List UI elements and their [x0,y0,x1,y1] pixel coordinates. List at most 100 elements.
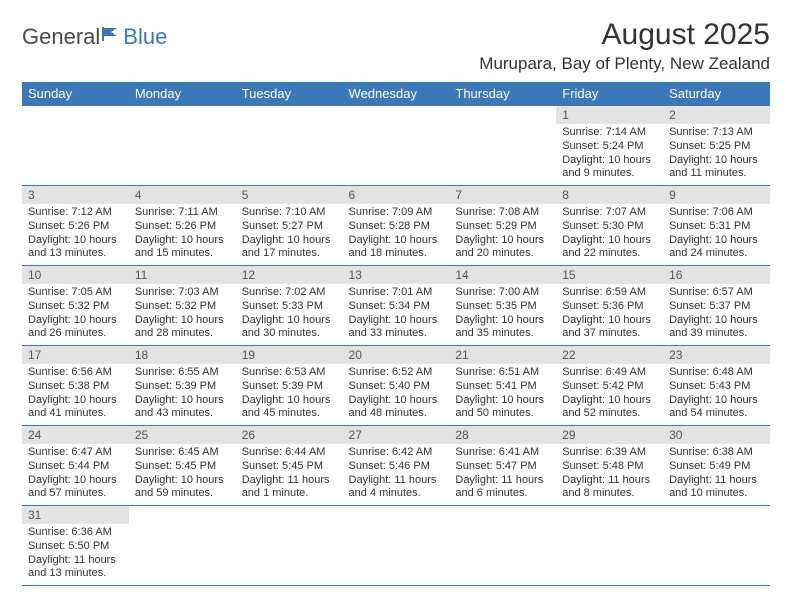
day-details: Sunrise: 6:52 AMSunset: 5:40 PMDaylight:… [343,364,450,425]
daylight-text: Daylight: 10 hours and 50 minutes. [455,394,550,422]
sunrise-text: Sunrise: 7:13 AM [669,126,764,140]
sunset-text: Sunset: 5:35 PM [455,300,550,314]
sunset-text: Sunset: 5:39 PM [242,380,337,394]
daylight-text: Daylight: 10 hours and 28 minutes. [135,314,230,342]
daylight-text: Daylight: 10 hours and 22 minutes. [562,234,657,262]
sunset-text: Sunset: 5:36 PM [562,300,657,314]
weekday-header: Saturday [663,82,770,106]
day-details: Sunrise: 7:06 AMSunset: 5:31 PMDaylight:… [663,204,770,265]
day-number: 6 [343,186,450,204]
logo-text-part1: General [22,24,100,50]
day-number: 26 [236,426,343,444]
sunset-text: Sunset: 5:39 PM [135,380,230,394]
sunset-text: Sunset: 5:48 PM [562,460,657,474]
sunrise-text: Sunrise: 6:48 AM [669,366,764,380]
sunset-text: Sunset: 5:40 PM [349,380,444,394]
sunrise-text: Sunrise: 6:47 AM [28,446,123,460]
daylight-text: Daylight: 11 hours and 6 minutes. [455,474,550,502]
calendar-empty-cell [556,506,663,586]
day-details: Sunrise: 7:00 AMSunset: 5:35 PMDaylight:… [449,284,556,345]
calendar-day-cell: 13Sunrise: 7:01 AMSunset: 5:34 PMDayligh… [343,266,450,346]
daylight-text: Daylight: 11 hours and 10 minutes. [669,474,764,502]
day-number: 22 [556,346,663,364]
day-details: Sunrise: 7:13 AMSunset: 5:25 PMDaylight:… [663,124,770,185]
sunrise-text: Sunrise: 6:39 AM [562,446,657,460]
day-details: Sunrise: 6:38 AMSunset: 5:49 PMDaylight:… [663,444,770,505]
calendar-empty-cell [236,506,343,586]
day-number: 5 [236,186,343,204]
calendar-day-cell: 18Sunrise: 6:55 AMSunset: 5:39 PMDayligh… [129,346,236,426]
daylight-text: Daylight: 10 hours and 37 minutes. [562,314,657,342]
calendar-day-cell: 9Sunrise: 7:06 AMSunset: 5:31 PMDaylight… [663,186,770,266]
daylight-text: Daylight: 10 hours and 13 minutes. [28,234,123,262]
day-details: Sunrise: 6:48 AMSunset: 5:43 PMDaylight:… [663,364,770,425]
day-number: 11 [129,266,236,284]
header: General Blue August 2025 Murupara, Bay o… [22,18,770,74]
calendar-day-cell: 24Sunrise: 6:47 AMSunset: 5:44 PMDayligh… [22,426,129,506]
sunrise-text: Sunrise: 6:59 AM [562,286,657,300]
calendar-page: { "logo": {"part1": "General", "part2": … [0,0,792,596]
weekday-header: Thursday [449,82,556,106]
day-number: 18 [129,346,236,364]
day-details: Sunrise: 7:01 AMSunset: 5:34 PMDaylight:… [343,284,450,345]
sunrise-text: Sunrise: 7:07 AM [562,206,657,220]
sunrise-text: Sunrise: 6:42 AM [349,446,444,460]
day-number: 20 [343,346,450,364]
calendar-day-cell: 17Sunrise: 6:56 AMSunset: 5:38 PMDayligh… [22,346,129,426]
calendar-day-cell: 5Sunrise: 7:10 AMSunset: 5:27 PMDaylight… [236,186,343,266]
calendar-week-row: 10Sunrise: 7:05 AMSunset: 5:32 PMDayligh… [22,266,770,346]
day-number: 14 [449,266,556,284]
sunrise-text: Sunrise: 6:36 AM [28,526,123,540]
day-details: Sunrise: 6:55 AMSunset: 5:39 PMDaylight:… [129,364,236,425]
calendar-day-cell: 16Sunrise: 6:57 AMSunset: 5:37 PMDayligh… [663,266,770,346]
calendar-week-row: 1Sunrise: 7:14 AMSunset: 5:24 PMDaylight… [22,106,770,186]
weekday-header: Monday [129,82,236,106]
sunset-text: Sunset: 5:41 PM [455,380,550,394]
daylight-text: Daylight: 11 hours and 13 minutes. [28,554,123,582]
calendar-day-cell: 19Sunrise: 6:53 AMSunset: 5:39 PMDayligh… [236,346,343,426]
calendar-empty-cell [343,106,450,186]
calendar-empty-cell [449,506,556,586]
day-number: 12 [236,266,343,284]
month-title: August 2025 [479,18,770,52]
day-number: 23 [663,346,770,364]
day-details: Sunrise: 7:07 AMSunset: 5:30 PMDaylight:… [556,204,663,265]
calendar-day-cell: 7Sunrise: 7:08 AMSunset: 5:29 PMDaylight… [449,186,556,266]
calendar-day-cell: 29Sunrise: 6:39 AMSunset: 5:48 PMDayligh… [556,426,663,506]
weekday-header: Friday [556,82,663,106]
day-details: Sunrise: 7:12 AMSunset: 5:26 PMDaylight:… [22,204,129,265]
calendar-day-cell: 22Sunrise: 6:49 AMSunset: 5:42 PMDayligh… [556,346,663,426]
title-block: August 2025 Murupara, Bay of Plenty, New… [479,18,770,74]
sunset-text: Sunset: 5:45 PM [242,460,337,474]
sunset-text: Sunset: 5:30 PM [562,220,657,234]
sunrise-text: Sunrise: 6:56 AM [28,366,123,380]
day-number: 25 [129,426,236,444]
calendar-day-cell: 4Sunrise: 7:11 AMSunset: 5:26 PMDaylight… [129,186,236,266]
sunrise-text: Sunrise: 6:57 AM [669,286,764,300]
sunset-text: Sunset: 5:43 PM [669,380,764,394]
calendar-day-cell: 31Sunrise: 6:36 AMSunset: 5:50 PMDayligh… [22,506,129,586]
logo: General Blue [22,24,167,50]
day-number: 2 [663,106,770,124]
day-details: Sunrise: 6:36 AMSunset: 5:50 PMDaylight:… [22,524,129,585]
sunset-text: Sunset: 5:29 PM [455,220,550,234]
sunset-text: Sunset: 5:27 PM [242,220,337,234]
sunrise-text: Sunrise: 7:06 AM [669,206,764,220]
daylight-text: Daylight: 10 hours and 15 minutes. [135,234,230,262]
sunset-text: Sunset: 5:49 PM [669,460,764,474]
calendar-week-row: 31Sunrise: 6:36 AMSunset: 5:50 PMDayligh… [22,506,770,586]
sunrise-text: Sunrise: 6:49 AM [562,366,657,380]
calendar-week-row: 17Sunrise: 6:56 AMSunset: 5:38 PMDayligh… [22,346,770,426]
day-details: Sunrise: 7:11 AMSunset: 5:26 PMDaylight:… [129,204,236,265]
sunrise-text: Sunrise: 6:55 AM [135,366,230,380]
calendar-day-cell: 3Sunrise: 7:12 AMSunset: 5:26 PMDaylight… [22,186,129,266]
sunset-text: Sunset: 5:25 PM [669,140,764,154]
calendar-day-cell: 30Sunrise: 6:38 AMSunset: 5:49 PMDayligh… [663,426,770,506]
day-number: 24 [22,426,129,444]
day-number: 27 [343,426,450,444]
calendar-day-cell: 28Sunrise: 6:41 AMSunset: 5:47 PMDayligh… [449,426,556,506]
calendar-empty-cell [343,506,450,586]
day-number: 19 [236,346,343,364]
day-details: Sunrise: 6:49 AMSunset: 5:42 PMDaylight:… [556,364,663,425]
calendar-body: 1Sunrise: 7:14 AMSunset: 5:24 PMDaylight… [22,106,770,586]
